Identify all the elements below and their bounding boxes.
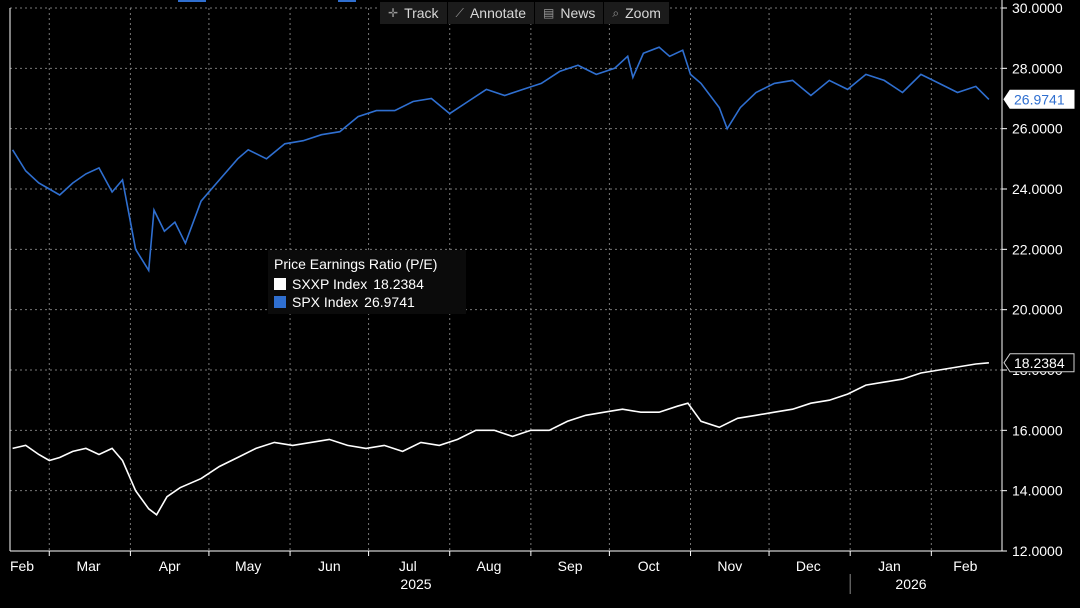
last-value-tag-spx: 26.9741 xyxy=(1003,89,1075,109)
x-tick-label: Sep xyxy=(558,558,583,574)
x-tick-label: Nov xyxy=(717,558,742,574)
last-value-label-sxxp: 18.2384 xyxy=(1014,355,1065,371)
y-tick-label: 12.0000 xyxy=(1012,543,1063,559)
y-tick-label: 22.0000 xyxy=(1012,241,1063,257)
y-tick-label: 24.0000 xyxy=(1012,181,1063,197)
series-line-spx xyxy=(11,46,990,273)
zoom-button[interactable]: ⌕ Zoom xyxy=(604,2,670,24)
year-label-2026: 2026 xyxy=(895,576,926,592)
legend-item-sxxp: SXXP Index 18.2384 xyxy=(274,275,460,293)
axes xyxy=(9,0,1007,594)
zoom-label: Zoom xyxy=(625,5,661,21)
last-value-label-spx: 26.9741 xyxy=(1014,91,1065,107)
legend-swatch-spx xyxy=(274,296,286,308)
series-line-sxxp xyxy=(12,362,989,516)
x-tick-label: Feb xyxy=(10,558,34,574)
legend-value-sxxp: 18.2384 xyxy=(373,276,424,292)
x-tick-label: Oct xyxy=(638,558,660,574)
y-tick-label: 20.0000 xyxy=(1012,302,1063,318)
legend-item-spx: SPX Index 26.9741 xyxy=(274,293,460,311)
crosshair-icon: ✛ xyxy=(388,6,399,20)
x-tick-label: Feb xyxy=(953,558,977,574)
news-icon: ▤ xyxy=(543,6,555,20)
legend-name-sxxp: SXXP Index xyxy=(292,276,368,292)
track-label: Track xyxy=(404,5,439,21)
x-tick-label: Jun xyxy=(318,558,341,574)
y-tick-label: 16.0000 xyxy=(1012,422,1063,438)
chart-toolbar: ✛ Track ⟋ Annotate ▤ News ⌕ Zoom xyxy=(380,2,670,24)
last-value-tag-sxxp: 18.2384 xyxy=(1003,353,1075,373)
news-label: News xyxy=(560,5,596,21)
x-tick-label: Jul xyxy=(399,558,417,574)
annotate-button[interactable]: ⟋ Annotate xyxy=(448,2,536,24)
axis-labels: 12.000014.000016.000018.000020.000022.00… xyxy=(10,0,1075,592)
track-button[interactable]: ✛ Track xyxy=(380,2,448,24)
legend-title: Price Earnings Ratio (P/E) xyxy=(274,256,438,272)
x-tick-label: Jan xyxy=(878,558,901,574)
pencil-icon: ⟋ xyxy=(455,5,464,20)
y-tick-label: 26.0000 xyxy=(1012,121,1063,137)
x-tick-label: Mar xyxy=(76,558,100,574)
legend-name-spx: SPX Index xyxy=(292,294,359,310)
tab-marker-1 xyxy=(178,0,206,2)
x-tick-label: Dec xyxy=(796,558,821,574)
y-tick-label: 30.0000 xyxy=(1012,0,1063,16)
chart-legend: Price Earnings Ratio (P/E) SXXP Index 18… xyxy=(268,250,466,314)
x-tick-label: May xyxy=(235,558,261,574)
legend-swatch-sxxp xyxy=(274,278,286,290)
grid xyxy=(10,7,1002,552)
legend-value-spx: 26.9741 xyxy=(364,294,415,310)
annotate-label: Annotate xyxy=(469,5,527,21)
x-tick-label: Aug xyxy=(477,558,502,574)
x-tick-label: Apr xyxy=(159,558,181,574)
news-button[interactable]: ▤ News xyxy=(535,2,605,24)
y-tick-label: 28.0000 xyxy=(1012,60,1063,76)
y-tick-label: 14.0000 xyxy=(1012,483,1063,499)
year-label-2025: 2025 xyxy=(400,576,431,592)
tab-marker-2 xyxy=(338,0,356,2)
magnifier-icon: ⌕ xyxy=(612,5,620,20)
series-layer xyxy=(11,46,990,516)
